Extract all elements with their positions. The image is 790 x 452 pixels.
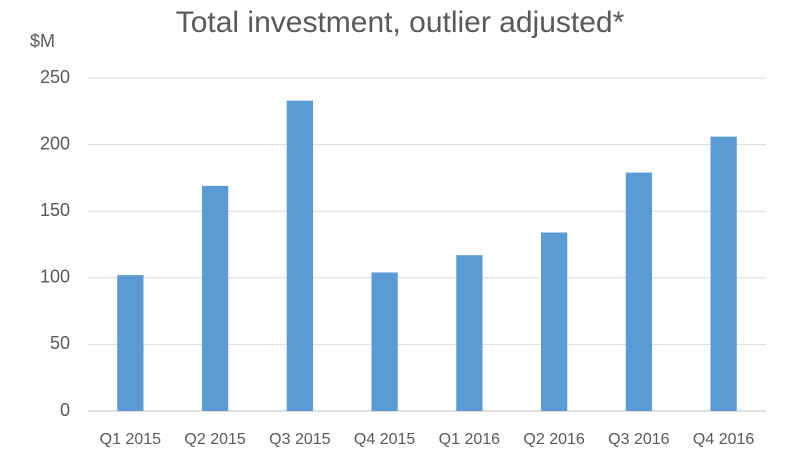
bar bbox=[625, 172, 653, 411]
x-tick-label: Q1 2016 bbox=[439, 431, 500, 448]
y-tick-label: 150 bbox=[40, 200, 70, 220]
bar bbox=[117, 275, 144, 411]
x-tick-label: Q2 2015 bbox=[184, 431, 245, 448]
y-tick-label: 100 bbox=[40, 267, 70, 287]
y-tick-label: 0 bbox=[60, 400, 70, 420]
bar bbox=[201, 185, 229, 411]
bar bbox=[286, 100, 314, 412]
chart-title: Total investment, outlier adjusted* bbox=[176, 6, 625, 39]
y-tick-label: 250 bbox=[40, 67, 70, 87]
x-tick-label: Q3 2016 bbox=[608, 431, 669, 448]
y-tick-label: 50 bbox=[50, 333, 70, 353]
bar bbox=[540, 232, 568, 411]
x-tick-label: Q4 2016 bbox=[693, 431, 754, 448]
bar bbox=[456, 255, 483, 411]
bar bbox=[710, 136, 737, 411]
x-tick-label: Q4 2015 bbox=[354, 431, 415, 448]
y-axis-label: $M bbox=[30, 31, 55, 51]
x-tick-label: Q1 2015 bbox=[100, 431, 161, 448]
bar bbox=[371, 272, 398, 411]
y-tick-label: 200 bbox=[40, 133, 70, 153]
x-tick-label: Q3 2015 bbox=[269, 431, 330, 448]
x-tick-label: Q2 2016 bbox=[523, 431, 584, 448]
